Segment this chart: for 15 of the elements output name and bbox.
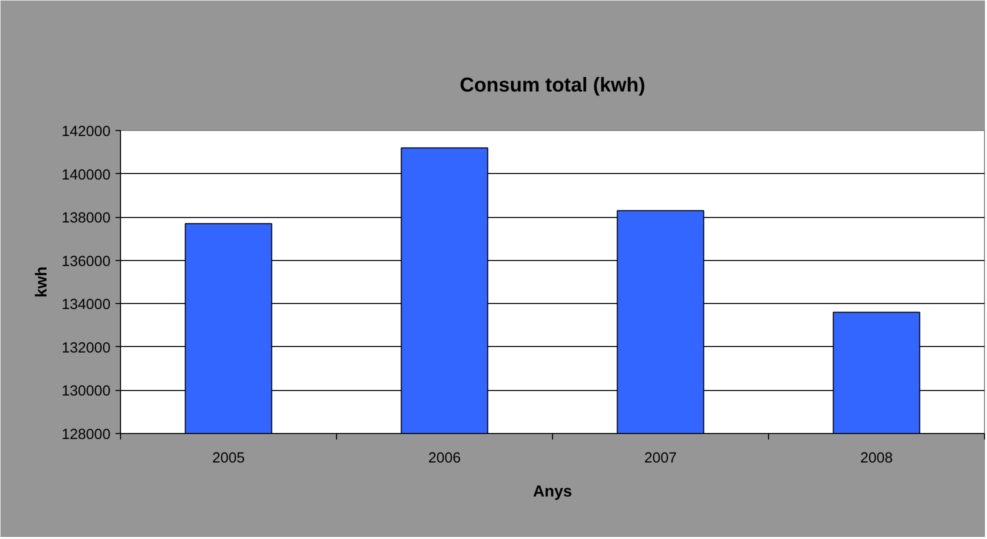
y-tick-label: 132000: [62, 340, 111, 356]
y-tick-label: 136000: [62, 254, 111, 270]
x-tick-label: 2006: [428, 450, 461, 466]
y-tick-label: 138000: [62, 210, 111, 227]
y-tick-label: 134000: [62, 297, 111, 314]
y-tick-label: 142000: [62, 124, 111, 140]
y-tick-label: 130000: [62, 384, 111, 400]
x-tick-label: 2008: [860, 450, 893, 466]
chart-title: Consum total (kwh): [460, 74, 646, 96]
y-tick-label: 140000: [62, 167, 111, 184]
x-tick-label: 2007: [644, 450, 677, 466]
y-axis-title: kwh: [34, 266, 51, 298]
x-tick-label: 2005: [212, 450, 245, 466]
x-axis-title: Anys: [532, 484, 572, 500]
y-tick-label: 128000: [62, 427, 111, 443]
